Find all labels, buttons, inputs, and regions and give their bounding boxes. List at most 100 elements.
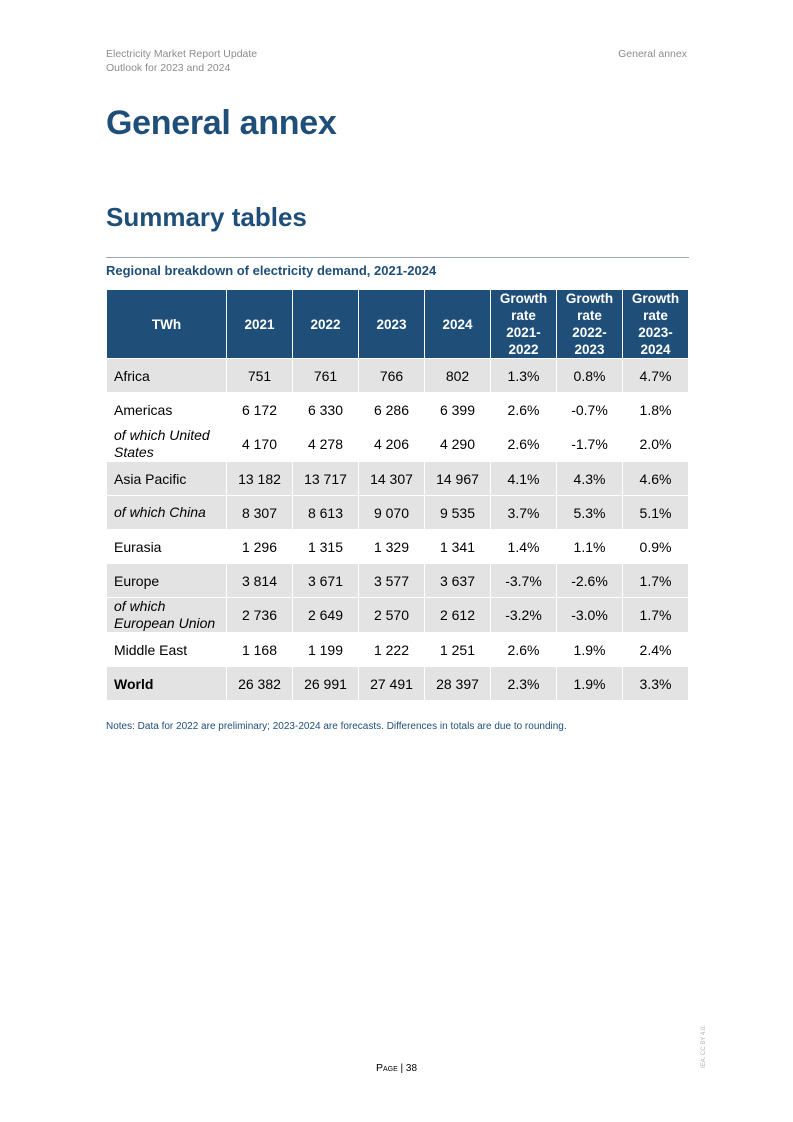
page-footer: Page | 38 (0, 1062, 793, 1074)
table-cell: 6 172 (226, 392, 293, 427)
table-cell: 1 296 (226, 529, 293, 564)
table-row: of which United States 4 170 4 278 4 206… (106, 426, 689, 462)
row-label: of which China (106, 495, 227, 530)
table-cell: 1.3% (490, 358, 557, 393)
page-separator: | (400, 1063, 404, 1074)
table-cell: 0.8% (556, 358, 623, 393)
table-cell: 751 (226, 358, 293, 393)
row-label: Eurasia (106, 529, 227, 564)
table-cell: 3.3% (622, 666, 689, 701)
table-row: Europe 3 814 3 671 3 577 3 637 -3.7% -2.… (106, 563, 689, 598)
running-header-section: General annex (618, 48, 687, 60)
page-title: General annex (106, 104, 337, 142)
table-cell: 2 612 (424, 597, 491, 633)
table-cell: 2.6% (490, 632, 557, 667)
table-cell: 26 382 (226, 666, 293, 701)
table-cell: 1 251 (424, 632, 491, 667)
table-cell: 1 341 (424, 529, 491, 564)
table-cell: 1.7% (622, 563, 689, 598)
table-cell: 3.7% (490, 495, 557, 530)
table-cell: 1.1% (556, 529, 623, 564)
table-row: of which European Union 2 736 2 649 2 57… (106, 597, 689, 633)
electricity-demand-table: TWh 2021 2022 2023 2024 Growth rate 2021… (106, 289, 689, 701)
header-2021: 2021 (226, 289, 293, 359)
table-cell: 761 (292, 358, 359, 393)
table-cell: 5.3% (556, 495, 623, 530)
row-label: Europe (106, 563, 227, 598)
table-cell: 2.0% (622, 426, 689, 462)
table-cell: 27 491 (358, 666, 425, 701)
table-cell: 2.4% (622, 632, 689, 667)
table-notes: Notes: Data for 2022 are preliminary; 20… (106, 721, 567, 732)
table-cell: 3 671 (292, 563, 359, 598)
table-cell: 2 736 (226, 597, 293, 633)
row-label: Africa (106, 358, 227, 393)
header-unit: TWh (106, 289, 227, 359)
header-growth-2022-2023: Growth rate 2022-2023 (556, 289, 623, 359)
table-cell: 4.1% (490, 461, 557, 496)
header-2024: 2024 (424, 289, 491, 359)
table-cell: 1.7% (622, 597, 689, 633)
table-cell: 1 315 (292, 529, 359, 564)
table-cell: 9 535 (424, 495, 491, 530)
table-cell: 4 278 (292, 426, 359, 462)
table-cell: 1.9% (556, 666, 623, 701)
table-cell: 6 399 (424, 392, 491, 427)
row-label: of which European Union (106, 597, 227, 633)
table-cell: 766 (358, 358, 425, 393)
table-row: Africa 751 761 766 802 1.3% 0.8% 4.7% (106, 358, 689, 393)
table-cell: 1 222 (358, 632, 425, 667)
table-cell: 802 (424, 358, 491, 393)
table-cell: 4 290 (424, 426, 491, 462)
row-label: World (106, 666, 227, 701)
license-text: IEA. CC BY 4.0. (701, 1025, 707, 1068)
table-cell: 14 967 (424, 461, 491, 496)
table-row: of which China 8 307 8 613 9 070 9 535 3… (106, 495, 689, 530)
page-label: Page (375, 1062, 398, 1074)
table-cell: 2.3% (490, 666, 557, 701)
table-caption: Regional breakdown of electricity demand… (106, 263, 437, 278)
table-cell: 1.9% (556, 632, 623, 667)
table-cell: -0.7% (556, 392, 623, 427)
running-header-left: Electricity Market Report Update Outlook… (106, 47, 257, 75)
row-label: Middle East (106, 632, 227, 667)
table-cell: -3.7% (490, 563, 557, 598)
table-cell: 4.6% (622, 461, 689, 496)
table-cell: 8 613 (292, 495, 359, 530)
table-cell: 2.6% (490, 392, 557, 427)
table-cell: 2.6% (490, 426, 557, 462)
table-cell: 3 577 (358, 563, 425, 598)
table-header-row: TWh 2021 2022 2023 2024 Growth rate 2021… (106, 289, 689, 359)
table-cell: 6 330 (292, 392, 359, 427)
table-cell: 13 717 (292, 461, 359, 496)
table-cell: 13 182 (226, 461, 293, 496)
table-cell: 1 329 (358, 529, 425, 564)
header-growth-2021-2022: Growth rate 2021-2022 (490, 289, 557, 359)
table-cell: 0.9% (622, 529, 689, 564)
table-cell: 2 570 (358, 597, 425, 633)
table-cell: 1.4% (490, 529, 557, 564)
table-cell: 3 637 (424, 563, 491, 598)
table-row-total: World 26 382 26 991 27 491 28 397 2.3% 1… (106, 666, 689, 701)
report-subtitle: Outlook for 2023 and 2024 (106, 62, 231, 74)
row-label: Asia Pacific (106, 461, 227, 496)
table-cell: 2 649 (292, 597, 359, 633)
table-cell: 4.7% (622, 358, 689, 393)
table-cell: 3 814 (226, 563, 293, 598)
report-title: Electricity Market Report Update (106, 48, 258, 60)
table-cell: 8 307 (226, 495, 293, 530)
table-cell: 28 397 (424, 666, 491, 701)
section-title: Summary tables (106, 202, 307, 232)
header-2023: 2023 (358, 289, 425, 359)
table-cell: 1 199 (292, 632, 359, 667)
table-cell: 26 991 (292, 666, 359, 701)
table-cell: 4 206 (358, 426, 425, 462)
table-cell: 1.8% (622, 392, 689, 427)
table-cell: 6 286 (358, 392, 425, 427)
header-growth-2023-2024: Growth rate 2023-2024 (622, 289, 689, 359)
table-cell: 1 168 (226, 632, 293, 667)
table-cell: 5.1% (622, 495, 689, 530)
table-cell: 4.3% (556, 461, 623, 496)
page-number: 38 (405, 1063, 418, 1074)
table-row: Middle East 1 168 1 199 1 222 1 251 2.6%… (106, 632, 689, 667)
